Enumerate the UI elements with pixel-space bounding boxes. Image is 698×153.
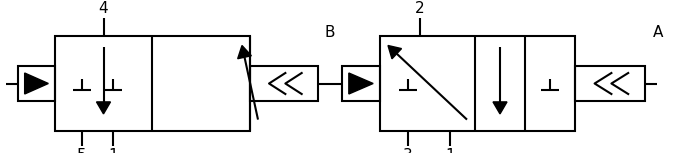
Text: 1: 1 [108, 148, 118, 153]
Text: 4: 4 [98, 1, 108, 16]
Bar [575, 66, 645, 101]
Polygon shape [388, 45, 401, 59]
Polygon shape [493, 102, 507, 114]
Bar [250, 66, 318, 101]
Text: 3: 3 [403, 148, 413, 153]
Polygon shape [238, 45, 251, 59]
Text: B: B [325, 25, 335, 40]
Polygon shape [96, 102, 110, 114]
Text: A: A [653, 25, 663, 40]
Bar [18, 66, 55, 101]
Text: 1: 1 [445, 148, 455, 153]
Text: 2: 2 [415, 1, 425, 16]
Bar [380, 36, 575, 131]
Polygon shape [349, 73, 373, 94]
Text: 5: 5 [77, 148, 87, 153]
Polygon shape [24, 73, 48, 94]
Bar [55, 36, 250, 131]
Bar [342, 66, 380, 101]
